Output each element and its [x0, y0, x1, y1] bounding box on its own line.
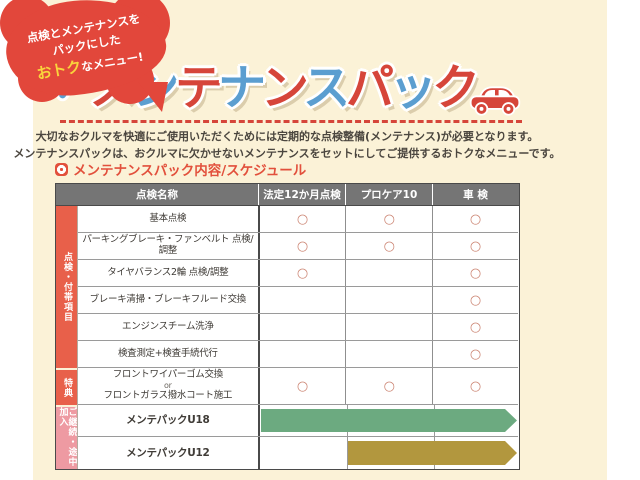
mark-cell [260, 314, 347, 340]
mark-cell: ○ [346, 368, 434, 404]
mark-cell: ○ [260, 206, 347, 232]
row-name: 基本点検 [78, 206, 260, 232]
row-name: メンテパックU18 [78, 405, 260, 436]
mark-cell [260, 287, 347, 313]
row-name: メンテパックU12 [78, 437, 260, 469]
intro-line1: 大切なおクルマを快適にご使用いただくためには定期的な点検整備(メンテナンス)が必… [35, 130, 539, 143]
table-row-benefit: フロントワイパーゴム交換 or フロントガラス撥水コート施工 ○ ○ ○ [78, 368, 518, 405]
section-heading: メンテナンスパック内容/スケジュール [55, 159, 306, 179]
column-separator [346, 437, 348, 469]
table-header-row: 点検名称 法定12か月点検 プロケア10 車 検 [56, 184, 519, 206]
group-label-inspection-items: 点検・付帯項目 [56, 206, 77, 368]
mark-cell: ○ [469, 319, 482, 335]
mark-cell [346, 287, 434, 313]
schedule-table: 点検名称 法定12か月点検 プロケア10 車 検 点検・付帯項目 特典 ご継続・… [55, 183, 520, 470]
mark-cell: ○ [469, 238, 482, 254]
mark-cell [346, 314, 434, 340]
title-char: ン [260, 60, 308, 116]
pack-span-cell [260, 437, 518, 469]
header-12month-inspection: 法定12か月点検 [259, 184, 346, 205]
dashed-divider [60, 120, 522, 123]
table-row-pack-u12: メンテパックU12 [78, 437, 518, 469]
table-rows: 基本点検 ○ ○ ○ パーキングブレーキ・ファンベルト 点検/調整 ○ ○ ○ … [77, 206, 518, 469]
table-row: 検査測定+検査手続代行 ○ [78, 341, 518, 368]
mark-cell [346, 341, 434, 367]
badge-highlight: おトク [35, 57, 83, 83]
header-inspection-name: 点検名称 [56, 184, 259, 205]
pack-duration-arrow-u18 [261, 409, 517, 432]
pack-span-cell [260, 405, 518, 436]
row-name: パーキングブレーキ・ファンベルト 点検/調整 [78, 233, 260, 259]
bullet-target-icon [55, 162, 68, 176]
group-label-benefit: 特典 [56, 370, 77, 405]
mark-cell: ○ [469, 346, 482, 362]
mark-cell: ○ [469, 378, 482, 394]
row-name: 検査測定+検査手続代行 [78, 341, 260, 367]
intro-line2: メンテナンスパックは、おクルマに欠かせないメンテナンスをセットにしてご提供するお… [13, 147, 561, 161]
mark-cell: ○ [469, 265, 482, 281]
mark-cell: ○ [346, 233, 434, 259]
group-label-column: 点検・付帯項目 特典 ご継続・途中加入 [56, 206, 77, 469]
mark-cell: ○ [260, 233, 347, 259]
section-heading-label: メンテナンスパック内容/スケジュール [73, 163, 307, 179]
title-char: テ [174, 60, 223, 116]
mark-cell: ○ [260, 368, 347, 404]
table-row: パーキングブレーキ・ファンベルト 点検/調整 ○ ○ ○ [78, 233, 518, 260]
row-name: フロントワイパーゴム交換 or フロントガラス撥水コート施工 [78, 368, 260, 404]
mark-cell: ○ [260, 260, 347, 286]
row-name: ブレーキ清掃・ブレーキフルード交換 [78, 287, 260, 313]
title-char: ス [303, 60, 351, 116]
title-char: ッ [389, 60, 437, 116]
mark-cell [260, 341, 347, 367]
table-row-pack-u18: メンテパックU18 [78, 405, 518, 437]
row-name: タイヤバランス2輪 点検/調整 [78, 260, 260, 286]
table-row: タイヤバランス2輪 点検/調整 ○ ○ [78, 260, 518, 287]
table-row: エンジンスチーム洗浄 ○ [78, 314, 518, 341]
title-char: パ [346, 60, 394, 116]
mark-cell [346, 260, 434, 286]
mark-cell: ○ [469, 211, 482, 227]
table-row: ブレーキ清掃・ブレーキフルード交換 ○ [78, 287, 518, 314]
table-row: 基本点検 ○ ○ ○ [78, 206, 518, 233]
title-char: ナ [217, 60, 266, 116]
group-label-continuation: ご継続・途中加入 [56, 407, 77, 469]
row-name: エンジンスチーム洗浄 [78, 314, 260, 340]
pack-duration-arrow-u12 [348, 441, 517, 465]
promo-badge: 点検とメンテナンスを パックにした おトクなメニュー! [0, 0, 184, 112]
mark-cell: ○ [346, 206, 434, 232]
header-shaken: 車 検 [463, 189, 488, 201]
header-procare10: プロケア10 [346, 184, 433, 205]
intro-text: 大切なおクルマを快適にご使用いただくためには定期的な点検整備(メンテナンス)が必… [0, 128, 574, 162]
mark-cell: ○ [469, 292, 482, 308]
car-icon [469, 86, 521, 116]
table-body: 点検・付帯項目 特典 ご継続・途中加入 基本点検 ○ ○ ○ パーキングブレーキ… [56, 206, 519, 469]
